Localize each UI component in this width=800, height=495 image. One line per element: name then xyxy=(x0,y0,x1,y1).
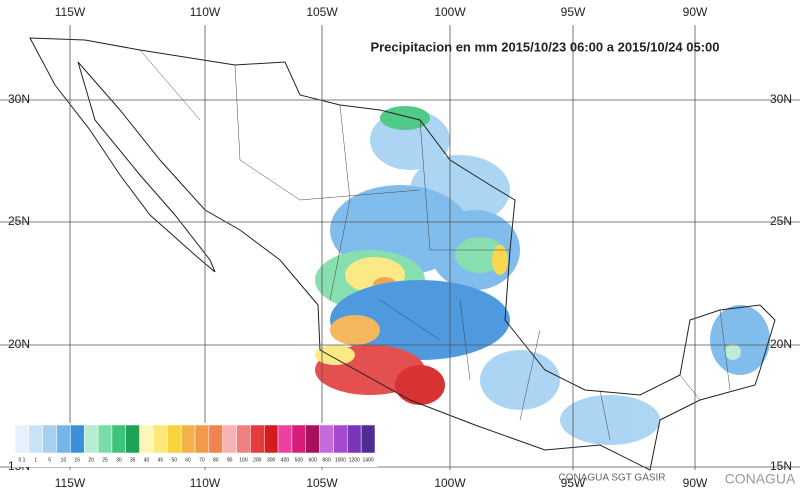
credits: CONAGUA SGT GASIR xyxy=(558,473,665,484)
legend-swatch xyxy=(167,424,182,454)
legend-swatch xyxy=(194,424,210,454)
lat-label: 15N xyxy=(770,459,792,473)
legend-label: 25 xyxy=(102,457,108,463)
legend-label: 15 xyxy=(75,457,81,463)
lon-label: 110W xyxy=(190,476,221,490)
legend-swatch xyxy=(250,424,265,454)
legend-swatch xyxy=(14,424,30,454)
legend-label: 600 xyxy=(309,457,318,463)
legend-label: 200 xyxy=(253,457,262,463)
legend-label: 70 xyxy=(199,457,205,463)
legend-swatch xyxy=(153,424,168,454)
legend-swatch xyxy=(111,424,127,454)
legend-label: 50 xyxy=(171,457,177,463)
graticule: 115W 115W 110W 110W 105W 105W 100W 100W 95W 95W 90… xyxy=(0,5,800,490)
legend-swatch xyxy=(291,424,307,454)
lon-label: 110W xyxy=(190,5,221,19)
lon-label: 100W xyxy=(434,476,466,490)
lon-label: 100W xyxy=(434,5,466,19)
legend-label: 1400 xyxy=(363,457,374,463)
legend-swatch xyxy=(277,424,293,454)
legend-label: 800 xyxy=(322,457,331,463)
legend-swatch xyxy=(97,424,113,454)
legend-swatch xyxy=(263,424,279,454)
legend-label: 40 xyxy=(144,457,150,463)
legend-swatch xyxy=(125,424,140,454)
lat-label: 20N xyxy=(770,337,792,351)
legend-label: 45 xyxy=(158,457,164,463)
lat-label: 20N xyxy=(8,337,30,351)
legend-label: 1200 xyxy=(349,457,360,463)
lon-label: 115W xyxy=(55,476,86,490)
lon-label: 95W xyxy=(561,5,586,19)
legend-swatch xyxy=(83,424,99,454)
legend-label: 90 xyxy=(227,457,233,463)
legend-label: 30 xyxy=(116,457,122,463)
lat-label: 25N xyxy=(770,214,792,228)
legend-label: 100 xyxy=(239,457,248,463)
legend-label: 5 xyxy=(48,457,51,463)
lat-label: 30N xyxy=(770,92,792,106)
legend: 0.1 1 5 10 15 20 25 30 35 40 45 50 60 70 80 90 100 200 300… xyxy=(12,423,378,467)
legend-label: 300 xyxy=(267,457,276,463)
legend-label: 10 xyxy=(61,457,67,463)
precip-field xyxy=(315,106,770,445)
legend-swatch xyxy=(56,424,71,454)
legend-swatch xyxy=(70,424,85,454)
legend-swatch xyxy=(208,424,223,454)
map-title: Precipitacion en mm 2015/10/23 06:00 a 2… xyxy=(370,39,719,54)
legend-label: 60 xyxy=(185,457,191,463)
legend-label: 1000 xyxy=(335,457,346,463)
legend-label: 20 xyxy=(88,457,94,463)
lon-label: 90W xyxy=(683,476,708,490)
legend-swatch xyxy=(28,424,43,454)
legend-swatch xyxy=(319,424,334,454)
legend-swatch xyxy=(42,424,57,454)
legend-swatch xyxy=(139,424,154,454)
state-borders xyxy=(139,49,731,441)
legend-label: 400 xyxy=(281,457,290,463)
lon-label: 90W xyxy=(683,5,708,19)
country-outline xyxy=(29,37,776,471)
lon-label: 105W xyxy=(306,476,338,490)
legend-label: 1 xyxy=(34,457,37,463)
legend-label: 35 xyxy=(130,457,136,463)
lon-label: 95W xyxy=(561,476,586,490)
legend-label: 80 xyxy=(213,457,219,463)
lon-label: 115W xyxy=(55,5,86,19)
legend-swatch xyxy=(333,424,348,454)
legend-label: 0.1 xyxy=(18,457,25,463)
legend-label: 500 xyxy=(295,457,304,463)
legend-swatch xyxy=(305,424,320,454)
legend-swatch xyxy=(180,424,196,454)
legend-swatch xyxy=(360,424,376,454)
legend-swatch xyxy=(347,424,362,454)
logo: CONAGUA xyxy=(725,471,796,487)
legend-swatch xyxy=(222,424,237,454)
legend-swatch xyxy=(236,424,251,454)
lat-label: 25N xyxy=(8,214,30,228)
lon-label: 105W xyxy=(306,5,338,19)
lat-label: 30N xyxy=(8,92,30,106)
